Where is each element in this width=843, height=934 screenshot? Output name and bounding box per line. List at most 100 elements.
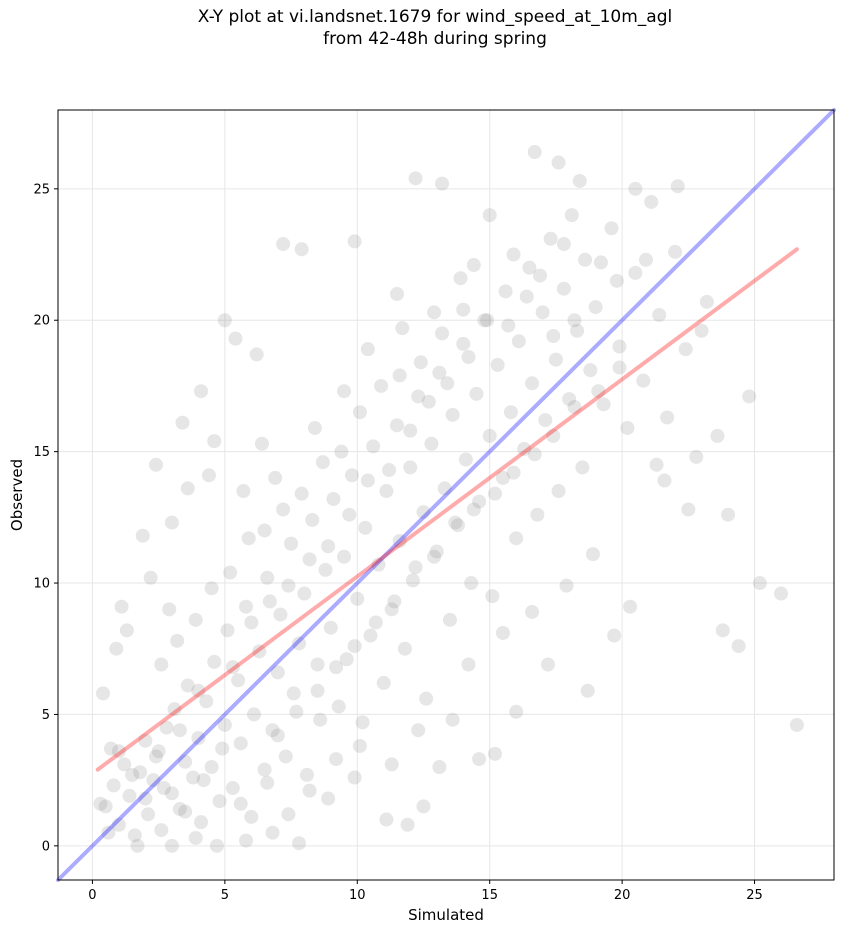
data-point <box>588 300 603 315</box>
data-point <box>334 444 349 459</box>
data-point <box>752 576 767 591</box>
data-point <box>294 486 309 501</box>
data-point <box>342 507 357 522</box>
data-point <box>276 237 291 252</box>
data-point <box>331 699 346 714</box>
data-point <box>159 720 174 735</box>
chart-title: X-Y plot at vi.landsnet.1679 for wind_sp… <box>197 7 673 49</box>
data-point <box>233 736 248 751</box>
data-point <box>175 415 190 430</box>
data-point <box>109 641 124 656</box>
data-point <box>506 247 521 262</box>
data-point <box>344 468 359 483</box>
data-point <box>731 639 746 654</box>
data-point <box>164 838 179 853</box>
data-point <box>302 783 317 798</box>
data-point <box>215 741 230 756</box>
data-point <box>368 615 383 630</box>
data-point <box>194 815 209 830</box>
data-point <box>376 675 391 690</box>
data-point <box>715 623 730 638</box>
data-point <box>358 520 373 535</box>
data-point <box>310 657 325 672</box>
data-point <box>241 531 256 546</box>
data-point <box>583 363 598 378</box>
data-point <box>689 449 704 464</box>
data-point <box>111 744 126 759</box>
data-point <box>133 765 148 780</box>
data-point <box>273 607 288 622</box>
data-point <box>246 707 261 722</box>
data-point <box>564 208 579 223</box>
data-point <box>628 265 643 280</box>
data-point <box>209 838 224 853</box>
data-point <box>408 560 423 575</box>
data-point <box>487 746 502 761</box>
data-point <box>382 463 397 478</box>
data-point <box>612 360 627 375</box>
data-point <box>543 231 558 246</box>
data-point <box>384 602 399 617</box>
data-point <box>191 731 206 746</box>
data-point <box>527 447 542 462</box>
data-point <box>178 754 193 769</box>
y-tick-label: 5 <box>42 708 50 723</box>
data-point <box>292 836 307 851</box>
data-point <box>164 515 179 530</box>
data-point <box>260 570 275 585</box>
data-point <box>289 704 304 719</box>
data-point <box>172 802 187 817</box>
data-point <box>201 468 216 483</box>
data-point <box>172 723 187 738</box>
data-point <box>495 625 510 640</box>
data-point <box>307 420 322 435</box>
data-point <box>533 268 548 283</box>
data-point <box>477 313 492 328</box>
data-point <box>186 770 201 785</box>
data-point <box>480 313 495 328</box>
data-point <box>527 145 542 160</box>
data-point <box>191 683 206 698</box>
data-point <box>119 623 134 638</box>
x-axis-label: Simulated <box>408 906 484 924</box>
data-point <box>522 260 537 275</box>
y-tick-label: 25 <box>33 182 50 197</box>
data-point <box>231 673 246 688</box>
y-tick-label: 20 <box>33 314 50 329</box>
data-point <box>180 481 195 496</box>
data-point <box>188 830 203 845</box>
data-point <box>162 602 177 617</box>
data-point <box>585 547 600 562</box>
data-point <box>593 255 608 270</box>
data-point <box>636 373 651 388</box>
data-point <box>503 405 518 420</box>
data-point <box>548 352 563 367</box>
data-point <box>384 757 399 772</box>
data-point <box>427 549 442 564</box>
data-point <box>604 221 619 236</box>
data-point <box>337 384 352 399</box>
data-point <box>360 342 375 357</box>
data-point <box>694 323 709 338</box>
y-axis-label: Observed <box>8 459 26 531</box>
data-point <box>567 313 582 328</box>
data-point <box>472 752 487 767</box>
data-point <box>742 389 757 404</box>
data-point <box>535 305 550 320</box>
data-point <box>141 807 156 822</box>
data-point <box>244 809 259 824</box>
plot-frame <box>57 109 835 881</box>
data-point <box>551 484 566 499</box>
data-point <box>276 502 291 517</box>
data-point <box>217 313 232 328</box>
data-point <box>427 305 442 320</box>
data-point <box>148 457 163 472</box>
data-point <box>490 357 505 372</box>
x-tick-label: 15 <box>481 888 498 903</box>
data-point <box>127 828 142 843</box>
data-point <box>551 155 566 170</box>
data-point <box>239 599 254 614</box>
data-point <box>546 329 561 344</box>
data-point <box>466 258 481 273</box>
data-point <box>225 781 240 796</box>
